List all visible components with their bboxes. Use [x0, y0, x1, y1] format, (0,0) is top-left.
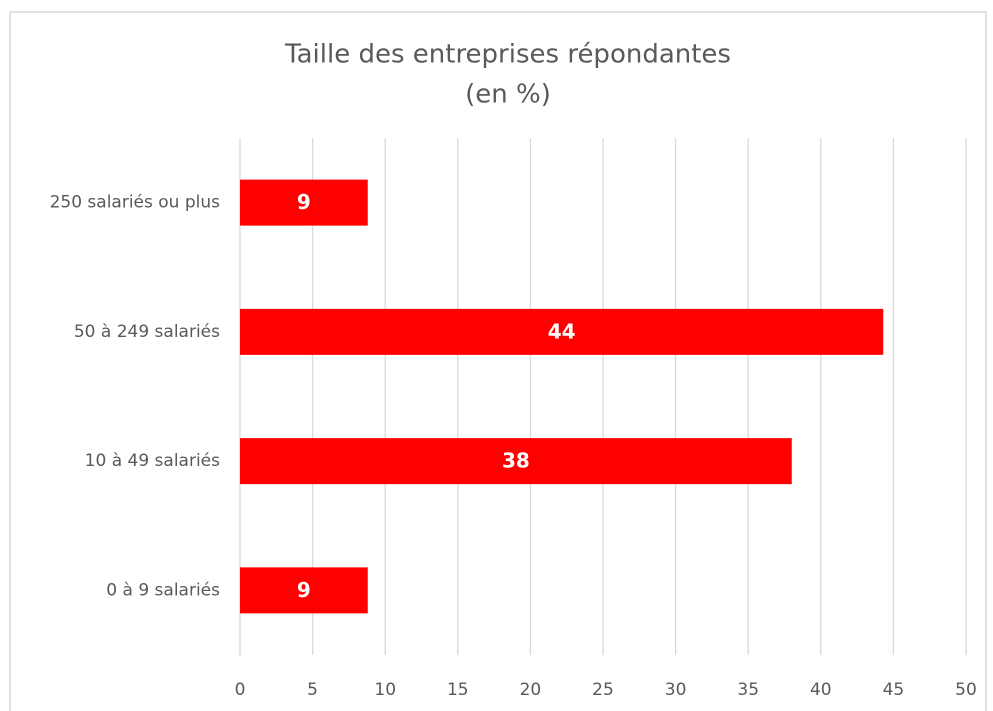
y-tick-label: 250 salariés ou plus	[50, 193, 221, 213]
bar	[240, 567, 368, 614]
data-label: 38	[502, 449, 530, 473]
data-label: 9	[297, 578, 311, 602]
x-tick-label: 15	[447, 680, 469, 700]
bar	[240, 438, 792, 485]
y-tick-label: 0 à 9 salariés	[106, 580, 220, 600]
x-tick-label: 45	[883, 680, 905, 700]
chart-title: (en %)	[465, 80, 551, 110]
x-tick-label: 10	[374, 680, 396, 700]
x-tick-label: 20	[520, 680, 542, 700]
chart-border	[9, 11, 987, 711]
x-tick-label: 25	[592, 680, 614, 700]
x-tick-label: 0	[235, 680, 246, 700]
x-tick-label: 5	[307, 680, 318, 700]
y-tick-label: 10 à 49 salariés	[85, 451, 220, 471]
x-tick-label: 40	[810, 680, 832, 700]
data-label: 9	[297, 190, 311, 214]
bar	[240, 179, 368, 226]
x-tick-label: 50	[955, 680, 977, 700]
x-tick-label: 30	[665, 680, 687, 700]
bar	[240, 308, 884, 355]
chart-title: Taille des entreprises répondantes	[284, 40, 731, 70]
data-label: 44	[548, 319, 576, 343]
y-tick-label: 50 à 249 salariés	[74, 322, 220, 342]
x-tick-label: 35	[737, 680, 759, 700]
